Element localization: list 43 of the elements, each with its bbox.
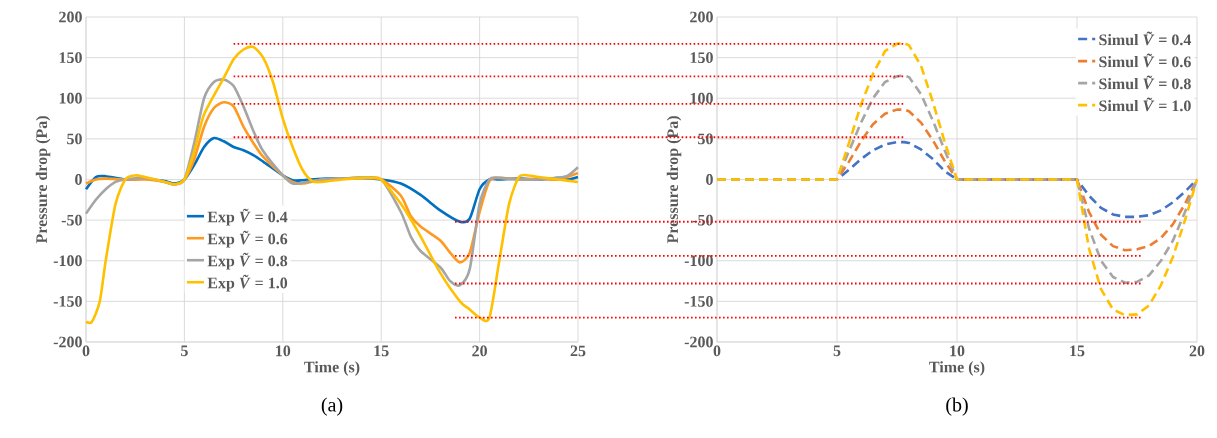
- y-tick-label: 150: [690, 52, 713, 64]
- y-tick-label: -200: [53, 336, 82, 348]
- y-tick-label: -150: [684, 295, 713, 307]
- legend-label: Simul Ṽ = 0.8: [1099, 75, 1191, 90]
- y-tick-label: 0: [706, 174, 713, 185]
- y-tick-label: 50: [698, 133, 713, 145]
- legend-label: Simul Ṽ = 1.0: [1099, 97, 1191, 112]
- legend-label: Exp Ṽ = 0.4: [207, 208, 288, 226]
- y-tick-label: -50: [61, 214, 82, 226]
- y-tick-label: 200: [690, 11, 713, 23]
- legend-label: Simul Ṽ = 0.4: [1099, 31, 1192, 46]
- y-axis-title: Pressure drop (Pa): [666, 116, 682, 244]
- y-axis-title: Pressure drop (Pa): [35, 116, 51, 244]
- x-tick-label: 15: [374, 345, 389, 357]
- x-axis-title: Time (s): [304, 361, 360, 376]
- x-tick-label: 25: [570, 345, 586, 357]
- legend-label: Exp Ṽ = 0.6: [207, 230, 288, 248]
- legend-label: Simul Ṽ = 0.6: [1099, 53, 1191, 68]
- x-tick-label: 5: [833, 345, 841, 357]
- x-tick-label: 10: [950, 345, 965, 357]
- y-tick-label: 50: [67, 133, 82, 145]
- x-tick-label: 5: [181, 345, 188, 357]
- y-tick-label: -150: [53, 295, 82, 307]
- text: (a): [321, 397, 343, 416]
- x-tick-label: 15: [1070, 345, 1085, 357]
- y-tick-label: 200: [59, 11, 82, 23]
- line-series: [84, 45, 580, 323]
- y-tick-label: 100: [690, 92, 713, 104]
- y-tick-label: 100: [59, 92, 82, 104]
- x-tick-label: 20: [1189, 345, 1205, 357]
- legend-label: Exp Ṽ = 1.0: [207, 274, 288, 292]
- y-tick-label: 150: [59, 52, 82, 64]
- x-tick-label: 20: [472, 345, 487, 357]
- x-axis-title: Time (s): [929, 361, 985, 376]
- legend-label: Exp Ṽ = 0.8: [207, 252, 288, 270]
- y-tick-label: -100: [53, 255, 82, 267]
- y-tick-label: -100: [684, 255, 713, 267]
- text: (b): [946, 397, 968, 416]
- x-tick-label: 0: [82, 345, 90, 357]
- y-tick-label: 0: [75, 174, 82, 185]
- x-tick-label: 10: [276, 345, 291, 357]
- x-tick-label: 0: [713, 345, 721, 357]
- y-tick-label: -200: [684, 336, 713, 348]
